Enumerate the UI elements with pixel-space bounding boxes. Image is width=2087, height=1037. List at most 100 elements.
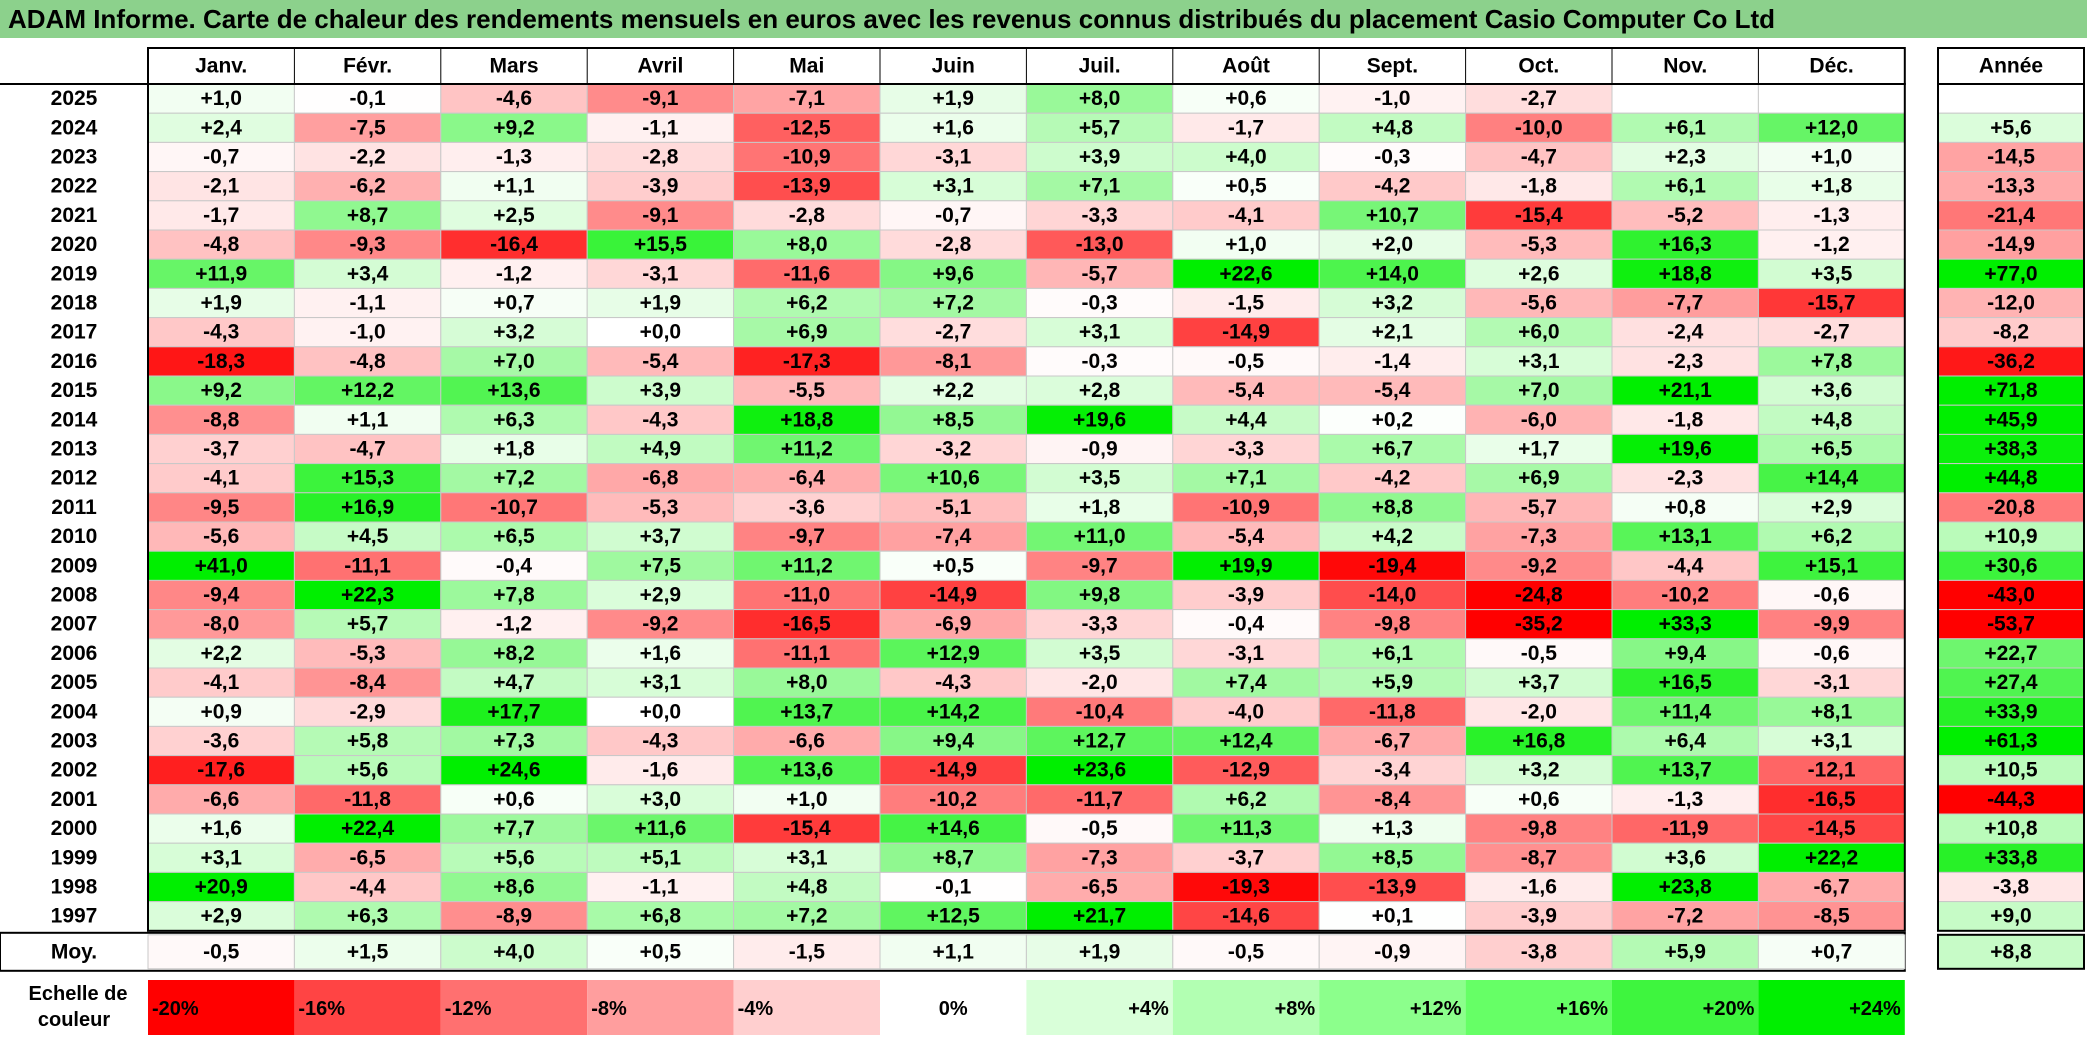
cell-value: +3,1 bbox=[932, 175, 974, 198]
cell-value: +7,8 bbox=[1811, 350, 1853, 373]
heatmap-cell bbox=[1465, 287, 1613, 319]
heatmap-cell bbox=[1318, 287, 1467, 319]
annual-value: +33,8 bbox=[1984, 846, 2037, 869]
annual-cell bbox=[1937, 200, 2085, 231]
scale-step-label: +16% bbox=[1556, 998, 1608, 1020]
cell-value: -5,6 bbox=[203, 525, 239, 548]
cell-value: -17,6 bbox=[197, 759, 245, 782]
annual-cell bbox=[1937, 755, 2085, 786]
cell-value: +15,3 bbox=[341, 467, 394, 490]
heatmap-cell bbox=[1465, 258, 1613, 289]
cell-value: -8,9 bbox=[496, 905, 532, 928]
cell-value: -10,4 bbox=[1076, 700, 1124, 723]
heatmap-cell bbox=[1172, 609, 1320, 640]
cell-value: +6,4 bbox=[1664, 730, 1706, 753]
cell-value: -7,2 bbox=[1667, 905, 1703, 928]
cell-value: +24,6 bbox=[487, 759, 540, 782]
heatmap-cell bbox=[879, 842, 1027, 873]
cell-value: +5,1 bbox=[640, 846, 682, 869]
scale-step-label: +4% bbox=[1128, 998, 1169, 1020]
heatmap-cell bbox=[293, 492, 442, 523]
cell-value: +1,9 bbox=[932, 87, 973, 110]
cell-value: +7,4 bbox=[1225, 671, 1267, 694]
average-annual-cell bbox=[1937, 933, 2085, 970]
heatmap-cell bbox=[1465, 112, 1613, 143]
cell-value: -0,1 bbox=[350, 87, 387, 110]
heatmap-cell bbox=[1172, 404, 1320, 435]
heatmap-cell bbox=[1025, 579, 1174, 611]
heatmap-cell bbox=[1465, 521, 1613, 552]
heatmap-cell bbox=[1318, 755, 1467, 786]
cell-value: -1,2 bbox=[496, 613, 532, 636]
cell-value: +2,8 bbox=[1079, 379, 1121, 402]
cell-value: +2,0 bbox=[1372, 233, 1413, 256]
cell-value: +4,5 bbox=[347, 525, 389, 548]
scale-step-label: -20% bbox=[152, 998, 199, 1020]
cell-value: -13,9 bbox=[783, 175, 831, 198]
heatmap-cell bbox=[733, 901, 881, 932]
heatmap-cell bbox=[1172, 229, 1320, 260]
chart-title: ADAM Informe. Carte de chaleur des rende… bbox=[0, 0, 2087, 38]
cell-value: -2,8 bbox=[642, 146, 679, 169]
cell-value: +11,3 bbox=[1220, 817, 1272, 840]
cell-value: -14,0 bbox=[1368, 584, 1416, 607]
cell-value: +11,9 bbox=[195, 262, 247, 285]
year-label: 2012 bbox=[51, 467, 98, 490]
cell-value: +3,1 bbox=[200, 846, 242, 869]
heatmap-cell bbox=[733, 433, 881, 465]
heatmap-cell bbox=[1757, 609, 1906, 640]
heatmap-cell bbox=[1172, 667, 1320, 698]
heatmap-cell bbox=[1465, 492, 1613, 523]
heatmap-cell bbox=[1172, 171, 1320, 202]
heatmap-cell bbox=[733, 229, 881, 260]
cell-value: +2,9 bbox=[200, 905, 241, 928]
annual-value: -8,2 bbox=[1993, 321, 2029, 344]
heatmap-cell bbox=[1611, 375, 1759, 406]
cell-value: +2,2 bbox=[932, 379, 973, 402]
cell-value: -0,1 bbox=[935, 876, 972, 899]
scale-swatch bbox=[1026, 980, 1173, 1035]
cell-value: +8,2 bbox=[493, 642, 534, 665]
cell-value: -7,4 bbox=[935, 525, 972, 548]
cell-value: +4,8 bbox=[1372, 116, 1414, 139]
heatmap-cell bbox=[586, 463, 735, 494]
heatmap-cell bbox=[586, 200, 735, 231]
heatmap-cell bbox=[293, 638, 442, 669]
heatmap-cell bbox=[1611, 755, 1759, 786]
heatmap-cell bbox=[1025, 141, 1174, 173]
heatmap-cell bbox=[1318, 404, 1467, 435]
annual-value: +27,4 bbox=[1984, 671, 2037, 694]
annual-value: -21,4 bbox=[1987, 204, 2035, 227]
cell-value: +6,1 bbox=[1664, 116, 1706, 139]
average-cell bbox=[1611, 934, 1759, 970]
heatmap-cell bbox=[1611, 112, 1759, 143]
cell-value: -9,5 bbox=[203, 496, 240, 519]
annual-cell bbox=[1937, 404, 2085, 435]
cell-value: +2,9 bbox=[640, 584, 681, 607]
cell-value: +6,9 bbox=[1518, 467, 1559, 490]
cell-value: -5,2 bbox=[1667, 204, 1703, 227]
cell-value: +4,4 bbox=[1225, 408, 1267, 431]
heatmap-cell bbox=[879, 609, 1027, 640]
month-header: Mai bbox=[789, 55, 824, 78]
cell-value: -4,8 bbox=[350, 350, 387, 373]
annual-value: -13,3 bbox=[1987, 175, 2035, 198]
heatmap-cell bbox=[440, 317, 588, 348]
year-label: 2023 bbox=[51, 146, 98, 169]
heatmap-cell bbox=[1611, 901, 1759, 932]
heatmap-cell bbox=[879, 492, 1027, 523]
heatmap-cell bbox=[586, 404, 735, 435]
heatmap-cell bbox=[879, 287, 1027, 319]
heatmap-cell bbox=[1757, 901, 1906, 932]
heatmap-cell bbox=[1757, 433, 1906, 465]
cell-value: -1,1 bbox=[642, 876, 679, 899]
cell-value: +12,9 bbox=[927, 642, 980, 665]
cell-value: -0,7 bbox=[935, 204, 971, 227]
cell-value: -6,2 bbox=[350, 175, 386, 198]
heatmap-cell bbox=[1025, 755, 1174, 786]
cell-value: -6,8 bbox=[642, 467, 679, 490]
cell-value: -5,4 bbox=[1228, 525, 1265, 548]
cell-value: +6,3 bbox=[347, 905, 388, 928]
heatmap-cell bbox=[879, 83, 1027, 114]
heatmap-cell bbox=[1465, 784, 1613, 815]
